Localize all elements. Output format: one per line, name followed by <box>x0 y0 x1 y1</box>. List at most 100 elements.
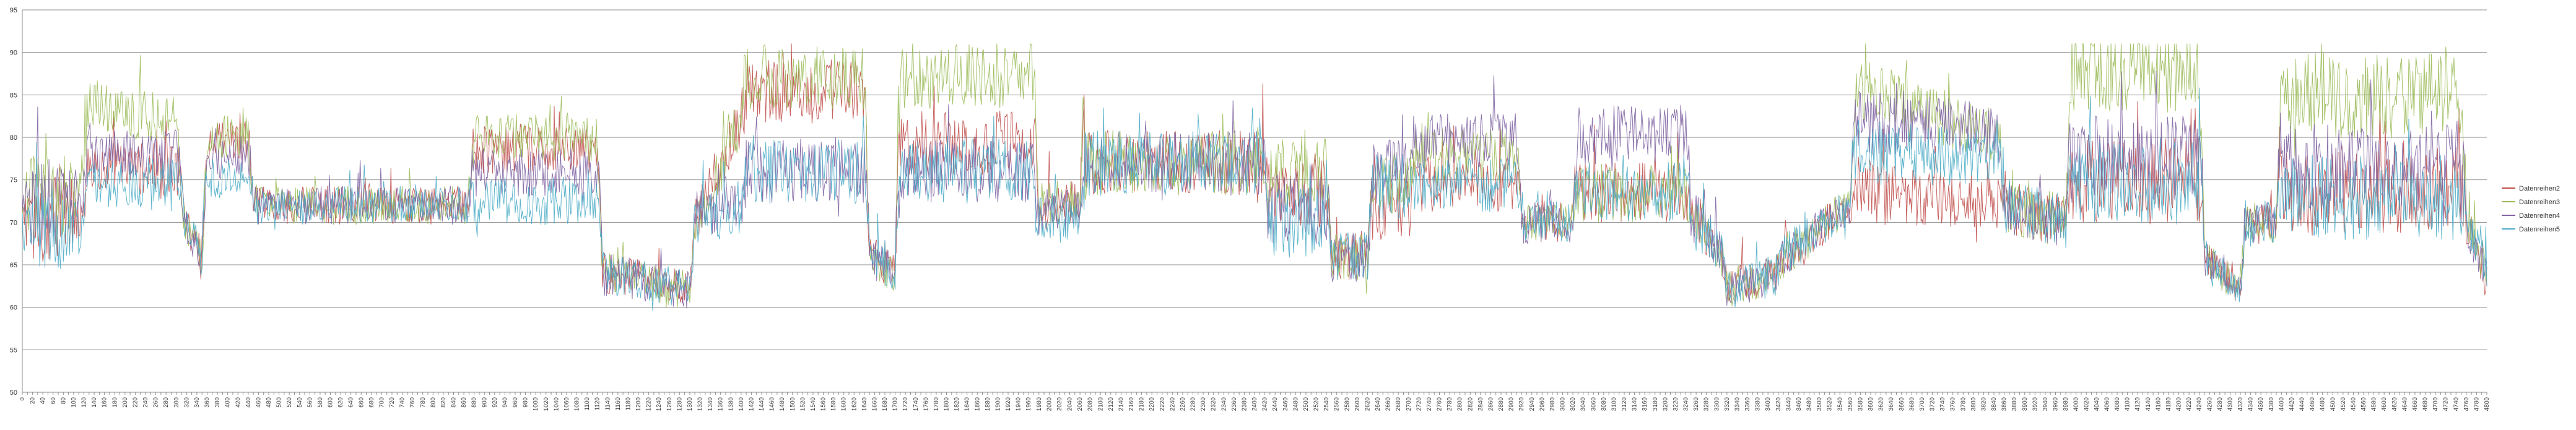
x-tick-label: 960 <box>512 397 519 408</box>
x-tick-label: 280 <box>163 397 170 408</box>
x-tick-label: 2560 <box>1334 397 1341 411</box>
x-tick-label: 540 <box>297 397 303 408</box>
x-tick-label: 3760 <box>1950 397 1957 411</box>
x-tick-label: 2460 <box>1282 397 1289 411</box>
series-lines <box>22 43 2487 311</box>
x-tick-label: 1040 <box>553 397 560 411</box>
x-tick-label: 400 <box>225 397 232 408</box>
x-tick-label: 1320 <box>697 397 704 411</box>
x-tick-label: 2500 <box>1303 397 1310 411</box>
x-tick-label: 2920 <box>1518 397 1525 411</box>
x-tick-label: 4340 <box>2248 397 2255 411</box>
x-tick-label: 1660 <box>871 397 878 411</box>
x-tick-label: 3140 <box>1632 397 1638 411</box>
x-tick-label: 680 <box>368 397 375 408</box>
x-tick-label: 4320 <box>2237 397 2244 411</box>
x-tick-label: 320 <box>183 397 190 408</box>
x-tick-label: 3340 <box>1734 397 1741 411</box>
x-tick-label: 3740 <box>1939 397 1946 411</box>
x-tick-label: 260 <box>153 397 160 408</box>
x-tick-label: 640 <box>348 397 355 408</box>
x-tick-label: 4440 <box>2299 397 2306 411</box>
x-tick-label: 220 <box>132 397 139 408</box>
x-tick-label: 3940 <box>2042 397 2049 411</box>
x-tick-label: 1160 <box>615 397 622 411</box>
x-tick-label: 2440 <box>1272 397 1279 411</box>
x-tick-label: 2640 <box>1375 397 1382 411</box>
x-tick-label: 3400 <box>1765 397 1772 411</box>
x-tick-label: 760 <box>409 397 416 408</box>
x-tick-label: 1720 <box>902 397 909 411</box>
x-tick-label: 580 <box>317 397 324 408</box>
x-tick-label: 3560 <box>1847 397 1854 411</box>
x-tick-label: 940 <box>502 397 508 408</box>
x-tick-label: 3900 <box>2022 397 2029 411</box>
x-tick-label: 1080 <box>574 397 581 411</box>
x-tick-label: 2320 <box>1211 397 1217 411</box>
x-tick-label: 1960 <box>1025 397 1032 411</box>
x-tick-label: 340 <box>194 397 201 408</box>
x-tick-label: 2280 <box>1190 397 1197 411</box>
x-tick-label: 3480 <box>1806 397 1813 411</box>
y-tick-label: 95 <box>10 7 17 14</box>
x-tick-label: 2180 <box>1139 397 1146 411</box>
x-tick-label: 360 <box>204 397 211 408</box>
x-tick-label: 1920 <box>1005 397 1012 411</box>
x-tick-label: 3520 <box>1827 397 1834 411</box>
x-tick-label: 1120 <box>594 397 601 411</box>
x-tick-label: 4120 <box>2134 397 2141 411</box>
x-tick-label: 3600 <box>1868 397 1874 411</box>
x-tick-label: 4280 <box>2217 397 2224 411</box>
x-tick-label: 3220 <box>1673 397 1679 411</box>
x-tick-label: 2140 <box>1118 397 1125 411</box>
x-tick-label: 1560 <box>820 397 827 411</box>
x-tick-label: 3700 <box>1919 397 1926 411</box>
x-tick-label: 3260 <box>1693 397 1700 411</box>
x-tick-label: 1400 <box>738 397 745 411</box>
x-tick-label: 2160 <box>1128 397 1135 411</box>
x-tick-label: 1520 <box>799 397 806 411</box>
x-tick-label: 4060 <box>2104 397 2110 411</box>
x-tick-label: 2480 <box>1292 397 1299 411</box>
x-tick-label: 820 <box>440 397 447 408</box>
x-tick-label: 3980 <box>2063 397 2069 411</box>
x-tick-label: 3100 <box>1611 397 1617 411</box>
legend-label: Datenreihen4 <box>2519 212 2560 220</box>
legend-label: Datenreihen5 <box>2519 226 2560 233</box>
x-tick-label: 620 <box>337 397 344 408</box>
x-tick-label: 4800 <box>2484 397 2491 411</box>
y-tick-label: 80 <box>10 134 17 142</box>
x-tick-label: 2900 <box>1508 397 1515 411</box>
x-tick-label: 1280 <box>676 397 683 411</box>
x-tick-label: 3360 <box>1744 397 1751 411</box>
x-tick-label: 1340 <box>707 397 714 411</box>
x-tick-label: 800 <box>430 397 437 408</box>
x-tick-label: 4380 <box>2268 397 2275 411</box>
x-tick-label: 4360 <box>2258 397 2265 411</box>
x-tick-label: 2240 <box>1169 397 1176 411</box>
x-tick-label: 900 <box>481 397 488 408</box>
x-tick-label: 3620 <box>1878 397 1885 411</box>
x-tick-label: 560 <box>307 397 313 408</box>
x-tick-label: 3280 <box>1704 397 1710 411</box>
x-tick-label: 1620 <box>851 397 858 411</box>
x-tick-label: 1680 <box>882 397 889 411</box>
x-tick-label: 4420 <box>2289 397 2295 411</box>
x-tick-label: 460 <box>255 397 262 408</box>
x-tick-label: 1780 <box>933 397 940 411</box>
x-tick-label: 4540 <box>2350 397 2357 411</box>
x-tick-label: 4200 <box>2176 397 2183 411</box>
x-tick-label: 3780 <box>1960 397 1967 411</box>
x-tick-label: 1480 <box>779 397 786 411</box>
x-tick-label: 1360 <box>718 397 724 411</box>
x-tick-label: 1180 <box>625 397 632 411</box>
x-tick-label: 1940 <box>1016 397 1022 411</box>
x-tick-label: 2580 <box>1344 397 1351 411</box>
x-tick-label: 2400 <box>1251 397 1258 411</box>
x-tick-label: 2380 <box>1241 397 1248 411</box>
series-line-datenreihen5 <box>22 87 2487 311</box>
x-tick-label: 3660 <box>1899 397 1905 411</box>
x-tick-label: 920 <box>492 397 498 408</box>
x-tick-label: 2680 <box>1395 397 1402 411</box>
